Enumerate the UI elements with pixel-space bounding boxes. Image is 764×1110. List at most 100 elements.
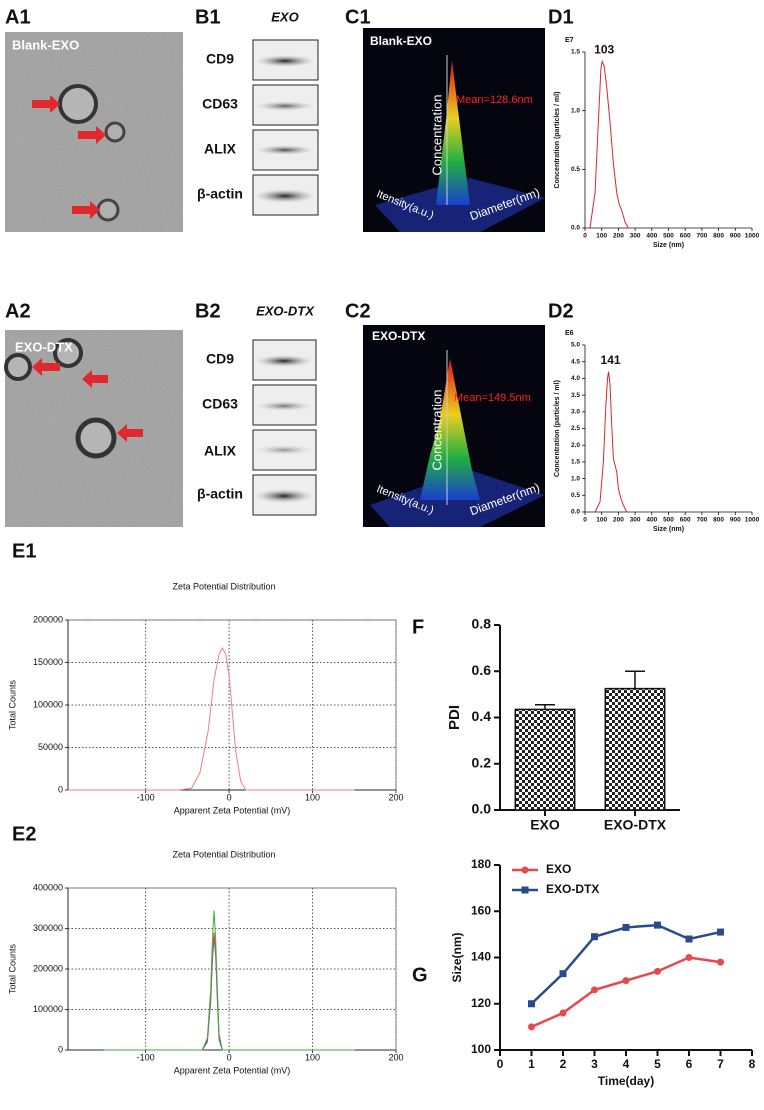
data-point bbox=[528, 1023, 535, 1031]
y-exponent: E6 bbox=[565, 330, 574, 337]
data-point bbox=[591, 933, 598, 941]
x-tick-label: -100 bbox=[137, 1052, 155, 1062]
x-tick-label: 700 bbox=[696, 517, 707, 524]
y-tick-label: 0.0 bbox=[571, 225, 580, 232]
x-axis-label: Time(day) bbox=[598, 1074, 654, 1088]
y-tick-label: 0 bbox=[58, 1044, 63, 1054]
mean-label: Mean=128.6nm bbox=[456, 94, 533, 106]
data-point bbox=[591, 986, 598, 994]
y-tick-label: 0.4 bbox=[472, 708, 492, 724]
y-axis-label: Concentration (particles / ml) bbox=[554, 380, 561, 477]
panel-label: D1 bbox=[548, 6, 574, 28]
legend-marker bbox=[521, 866, 529, 874]
x-tick-label: 300 bbox=[630, 233, 641, 240]
y-tick-label: 3.0 bbox=[571, 409, 580, 416]
x-tick-label: 400 bbox=[646, 233, 657, 240]
y-tick-label: 200000 bbox=[33, 963, 63, 973]
y-tick-label: 4.5 bbox=[571, 358, 580, 365]
x-axis-label: Size (nm) bbox=[653, 526, 684, 533]
protein-label: CD9 bbox=[206, 351, 234, 367]
panel-label: A2 bbox=[5, 300, 31, 322]
x-tick-label: 900 bbox=[730, 233, 741, 240]
y-tick-label: 300000 bbox=[33, 923, 63, 933]
protein-label: ALIX bbox=[204, 443, 237, 459]
x-axis-label: Apparent Zeta Potential (mV) bbox=[174, 1065, 291, 1075]
y-tick-label: 100 bbox=[471, 1042, 491, 1056]
tem-image: EXO-DTX bbox=[4, 330, 183, 527]
panel-label: C2 bbox=[345, 300, 371, 322]
y-axis-label: Total Counts bbox=[7, 679, 17, 730]
y-tick-label: 1.5 bbox=[571, 49, 580, 56]
y-tick-label: 0.5 bbox=[571, 492, 580, 499]
y-axis-label: Concentration (particles / ml) bbox=[554, 92, 561, 189]
x-tick-label: 200 bbox=[613, 233, 624, 240]
y-tick-label: 5.0 bbox=[571, 342, 580, 349]
chart-title: Zeta Potential Distribution bbox=[172, 581, 275, 591]
x-tick-label: 1000 bbox=[745, 517, 760, 524]
x-tick-label: 0 bbox=[497, 1057, 504, 1071]
protein-label: CD63 bbox=[202, 96, 238, 112]
x-tick-label: EXO-DTX bbox=[604, 817, 667, 833]
x-tick-label: EXO bbox=[530, 817, 560, 833]
bar bbox=[514, 708, 576, 811]
y-axis-label: Size(nm) bbox=[450, 932, 464, 982]
x-tick-label: 900 bbox=[730, 517, 741, 524]
blot-header: EXO-DTX bbox=[256, 303, 315, 318]
y-tick-label: 150000 bbox=[33, 657, 63, 667]
data-point bbox=[685, 954, 693, 961]
tem-label: Blank-EXO bbox=[12, 37, 79, 52]
x-tick-label: 300 bbox=[630, 517, 641, 524]
z-axis-label: Concentration bbox=[429, 95, 444, 176]
y-tick-label: 1.0 bbox=[571, 475, 580, 482]
data-point bbox=[717, 928, 724, 936]
x-tick-label: 3 bbox=[591, 1057, 598, 1071]
x-tick-label: 500 bbox=[663, 233, 674, 240]
panel-label: B2 bbox=[195, 300, 221, 322]
y-tick-label: 140 bbox=[471, 950, 491, 964]
panel-label: F bbox=[412, 616, 424, 638]
y-tick-label: 120 bbox=[471, 996, 491, 1010]
x-axis-label: Size (nm) bbox=[653, 242, 684, 249]
legend-label: EXO bbox=[546, 862, 571, 876]
y-tick-label: 160 bbox=[471, 903, 491, 917]
x-tick-label: 200 bbox=[388, 792, 403, 802]
y-tick-label: 0.0 bbox=[472, 801, 492, 817]
x-tick-label: 1 bbox=[528, 1057, 535, 1071]
y-tick-label: 0 bbox=[58, 784, 63, 794]
x-tick-label: 100 bbox=[596, 233, 607, 240]
y-axis-label: PDI bbox=[446, 705, 463, 730]
x-tick-label: 0 bbox=[227, 1052, 232, 1062]
y-tick-label: 100000 bbox=[33, 1004, 63, 1014]
y-tick-label: 3.5 bbox=[571, 392, 580, 399]
x-tick-label: 1000 bbox=[745, 233, 760, 240]
x-tick-label: 600 bbox=[680, 233, 691, 240]
data-line bbox=[103, 910, 355, 1051]
tem-label: EXO-DTX bbox=[15, 339, 73, 354]
data-point bbox=[559, 970, 567, 978]
x-tick-label: 100 bbox=[305, 792, 320, 802]
western-blot: EXO CD9 CD63 ALIX β-actin bbox=[197, 9, 319, 216]
y-tick-label: 1.5 bbox=[571, 459, 580, 466]
y-tick-label: 100000 bbox=[33, 699, 63, 709]
x-tick-label: 800 bbox=[713, 517, 724, 524]
y-tick-label: 2.0 bbox=[571, 442, 580, 449]
y-tick-label: 0.0 bbox=[571, 509, 580, 516]
data-line bbox=[103, 932, 355, 1051]
x-tick-label: 0 bbox=[583, 233, 587, 240]
x-axis-label: Apparent Zeta Potential (mV) bbox=[174, 805, 291, 815]
data-line bbox=[594, 371, 628, 513]
y-tick-label: 180 bbox=[471, 857, 491, 871]
data-point bbox=[559, 1009, 567, 1017]
protein-label: CD63 bbox=[202, 396, 238, 412]
y-tick-label: 50000 bbox=[38, 742, 63, 752]
protein-label: β-actin bbox=[197, 186, 243, 202]
chart-title: Zeta Potential Distribution bbox=[172, 849, 275, 859]
panel-label: C1 bbox=[345, 6, 371, 28]
panel-label: G bbox=[412, 964, 428, 986]
x-tick-label: 500 bbox=[663, 517, 674, 524]
y-tick-label: 0.5 bbox=[571, 166, 580, 173]
y-tick-label: 0.6 bbox=[472, 662, 492, 678]
legend-marker bbox=[521, 886, 529, 894]
protein-label: β-actin bbox=[197, 486, 243, 502]
